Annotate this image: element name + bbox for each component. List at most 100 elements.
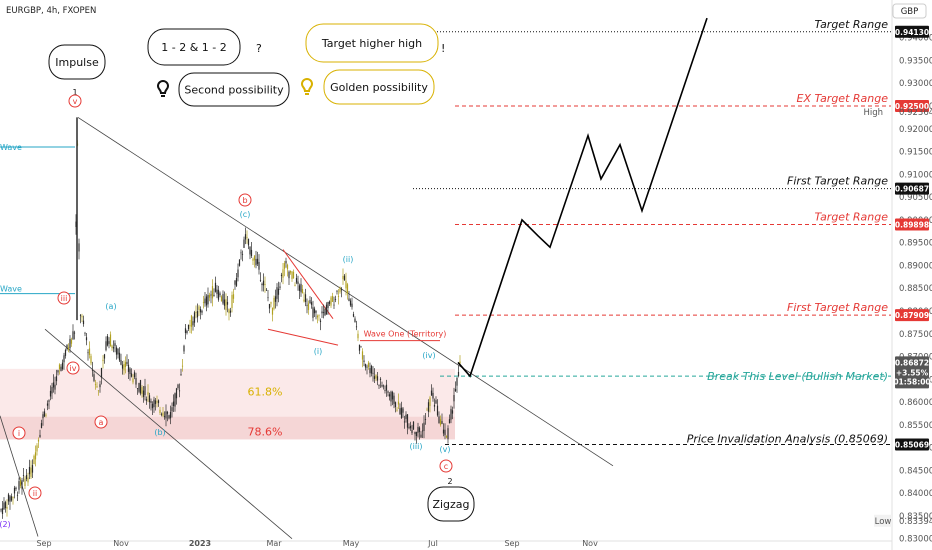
candle-body — [271, 307, 274, 315]
lower-channel-line — [44, 328, 293, 540]
candle-body — [126, 361, 128, 365]
candle-body — [436, 405, 439, 416]
x-axis[interactable]: Sep Nov 2023 Mar May Jul Sep Nov — [0, 539, 892, 548]
candle-body — [30, 467, 32, 477]
golden-possibility-note: Golden possibility — [330, 81, 428, 94]
y-axis[interactable]: 0.830000.835000.840000.845000.850000.855… — [863, 0, 932, 550]
candle-body — [81, 316, 83, 318]
candle-body — [207, 295, 209, 305]
candle-body — [69, 338, 71, 349]
candle-body — [313, 308, 316, 314]
candle-body — [244, 234, 247, 240]
x-tick-label: 2023 — [189, 539, 211, 548]
candle-body — [256, 258, 259, 264]
candle-body — [120, 359, 122, 365]
level-label: EX Target Range — [797, 92, 889, 105]
target-higher-high-note-bubble — [305, 23, 439, 63]
candle-body — [142, 390, 145, 397]
candle-body — [312, 307, 314, 318]
candle-body — [345, 280, 347, 289]
impulse-note: Impulse — [55, 56, 99, 69]
candle-body — [192, 321, 194, 326]
candle-body — [267, 297, 269, 299]
price-badge — [895, 309, 929, 322]
candle-body — [214, 282, 217, 292]
candle-body — [327, 301, 329, 309]
candle-body — [409, 425, 412, 429]
candle-body — [111, 345, 113, 349]
wave-v-circle — [68, 94, 82, 108]
candle-body — [93, 374, 95, 381]
candle-body — [220, 296, 223, 302]
wave-2-purple: (2) — [0, 520, 11, 529]
candle-body — [75, 221, 77, 227]
bulb-icon-gold — [300, 78, 314, 95]
candle-body — [307, 303, 310, 311]
candle-body — [39, 434, 41, 438]
pattern-note-bubble — [147, 28, 241, 66]
candle-body — [391, 392, 394, 400]
level-label: First Target Range — [787, 175, 888, 188]
candle-body — [393, 395, 395, 404]
candle-body — [115, 347, 118, 355]
candle-body — [229, 310, 232, 313]
candle-body — [400, 407, 403, 418]
candle-body — [219, 293, 221, 296]
candle-body — [150, 401, 152, 403]
bulb-icon-dark — [156, 80, 170, 97]
candle-body — [382, 385, 385, 387]
candle-body — [54, 384, 56, 390]
candle-body — [396, 409, 398, 411]
level-label: Break This Level (Bullish Market) — [707, 370, 888, 383]
candle-body — [235, 278, 238, 286]
y-tick-label: 0.93500 — [899, 56, 932, 66]
candle-body — [372, 372, 374, 374]
candle-body — [360, 346, 362, 348]
candle-body — [18, 481, 20, 490]
candle-body — [87, 352, 89, 354]
y-tick-label: 0.88500 — [899, 284, 932, 294]
candle-body — [324, 308, 326, 316]
left-wave-label-1: Wave — [0, 143, 22, 152]
candle-body — [123, 363, 125, 371]
currency-button[interactable] — [892, 3, 927, 19]
candle-body — [438, 416, 440, 424]
candle-body — [27, 477, 29, 483]
candle-body — [367, 362, 370, 367]
zigzag-note: Zigzag — [432, 498, 469, 511]
current-change: +3.55% — [896, 368, 929, 377]
candle-body — [43, 411, 46, 417]
candle-body — [15, 487, 17, 490]
y-tick-label: 0.83500 — [899, 512, 932, 522]
candle-body — [405, 414, 407, 419]
x-tick-label: May — [343, 539, 360, 548]
candle-body — [426, 409, 428, 411]
candle-body — [453, 395, 455, 402]
candle-body — [199, 309, 202, 313]
candle-body — [168, 415, 170, 419]
y-tick-label: 0.89500 — [899, 239, 932, 249]
candle-body — [63, 355, 65, 363]
candle-body — [109, 334, 112, 347]
candle-body — [375, 374, 377, 379]
candle-body — [217, 289, 220, 300]
candle-body — [57, 370, 59, 373]
current-price: 0.86872 — [895, 358, 929, 367]
candle-body — [316, 315, 319, 318]
candle-body — [138, 382, 140, 392]
fib-label-786: 78.6% — [248, 426, 283, 439]
candle-body — [46, 403, 49, 406]
candle-body — [130, 373, 133, 377]
candle-body — [16, 494, 19, 496]
low-marker-box — [874, 514, 892, 527]
candle-body — [340, 289, 343, 291]
candle-body — [402, 408, 404, 413]
wave-i: i — [18, 429, 20, 438]
candle-body — [210, 294, 212, 296]
candle-body — [172, 401, 175, 406]
wave-c-cyan: (c) — [240, 210, 251, 219]
candle-body — [49, 390, 52, 397]
candle-body — [283, 263, 286, 269]
candle-body — [136, 388, 139, 389]
